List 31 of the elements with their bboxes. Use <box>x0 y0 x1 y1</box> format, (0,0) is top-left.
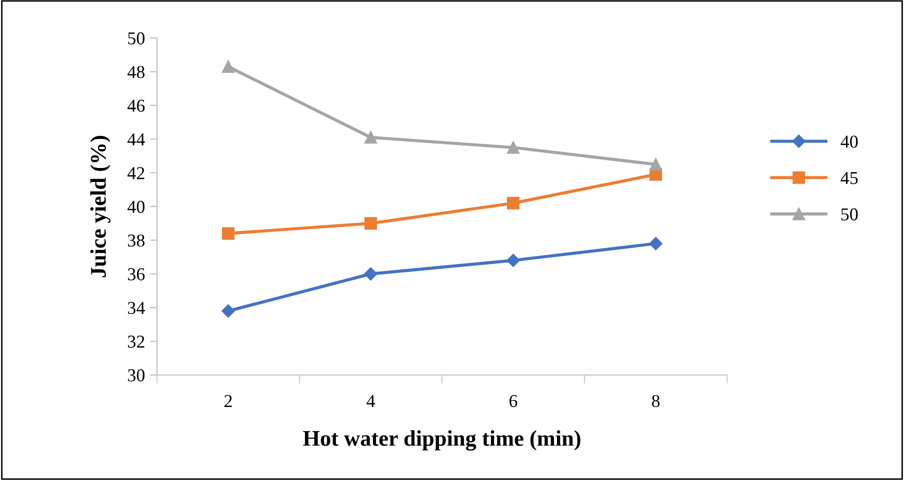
x-tick-label: 2 <box>224 395 232 407</box>
x-axis-title: Hot water dipping time (min) <box>303 430 580 451</box>
x-tick-label: 8 <box>652 394 660 408</box>
point <box>507 196 520 210</box>
point <box>649 236 662 250</box>
y-tick-label: 32 <box>128 336 144 348</box>
y-tick-label: 44 <box>127 133 145 146</box>
point <box>364 267 378 280</box>
y-tick-label: 48 <box>127 66 145 78</box>
y-tick-label: 30 <box>128 369 145 382</box>
legend-label: 45 <box>840 172 858 184</box>
point <box>364 131 377 144</box>
point <box>222 227 234 240</box>
point <box>506 254 520 268</box>
y-tick-label: 40 <box>127 200 145 213</box>
y-tick-label: 42 <box>127 167 144 180</box>
y-tick-label: 46 <box>127 100 145 112</box>
x-tick-label: 6 <box>510 395 518 408</box>
point <box>650 158 662 171</box>
y-tick-label: 38 <box>128 234 145 247</box>
point <box>364 217 377 230</box>
y-tick-label: 34 <box>128 302 145 314</box>
y-tick-label: 50 <box>128 32 145 44</box>
point <box>222 60 234 73</box>
x-tick-label: 4 <box>366 395 375 407</box>
point <box>507 141 520 154</box>
point <box>222 304 235 318</box>
legend-label: 50 <box>841 208 858 220</box>
legend-label: 40 <box>840 136 858 148</box>
y-tick-label: 36 <box>128 268 145 280</box>
y-axis-title: Juice yield (%) <box>90 136 110 278</box>
